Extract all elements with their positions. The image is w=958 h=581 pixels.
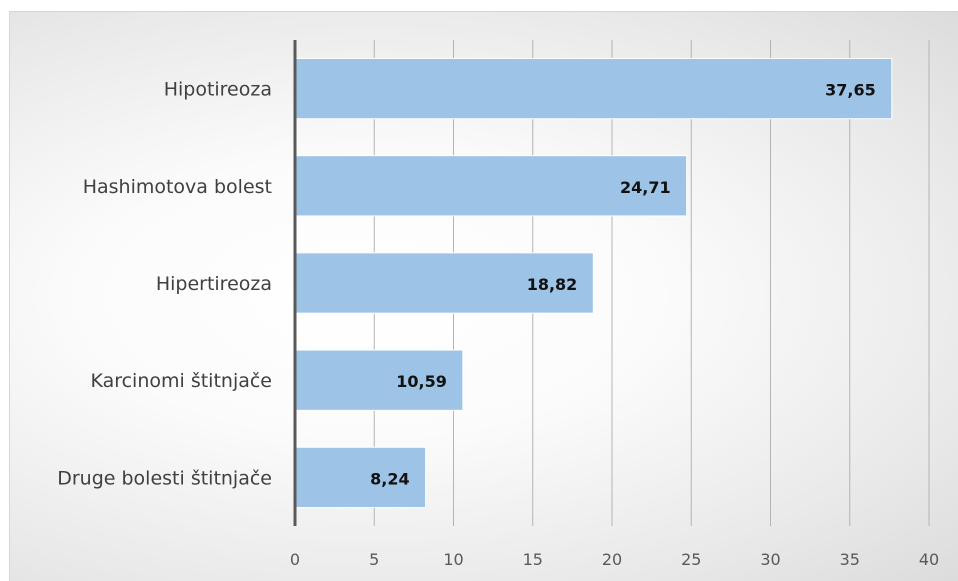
x-tick-label: 10	[443, 550, 463, 569]
bar	[294, 57, 893, 120]
x-tick-label: 30	[760, 550, 780, 569]
value-label: 24,71	[620, 178, 671, 197]
bar	[294, 446, 427, 509]
value-label: 10,59	[396, 372, 447, 391]
x-tick-label: 0	[290, 550, 300, 569]
value-label: 37,65	[825, 81, 876, 100]
bar	[294, 155, 688, 217]
category-labels: Hipotireoza Hashimotova bolest Hipertireoz…	[57, 79, 272, 490]
x-tick-label: 5	[369, 550, 379, 569]
x-tick-label: 40	[919, 550, 939, 569]
category-label: Hipotireoza	[164, 79, 272, 101]
category-label: Karcinomi štitnjače	[90, 370, 272, 392]
x-tick-label: 35	[840, 550, 860, 569]
category-label: Hashimotova bolest	[83, 176, 272, 198]
bars	[294, 57, 893, 509]
bar	[294, 252, 594, 314]
category-label: Druge bolesti štitnjače	[57, 467, 272, 489]
x-tick-label: 15	[523, 550, 543, 569]
bar	[294, 349, 464, 411]
x-tick-label: 25	[681, 550, 701, 569]
x-tick-label: 20	[602, 550, 622, 569]
x-tick-labels: 0 5 10 15 20 25 30 35 40	[290, 550, 939, 569]
category-label: Hipertireoza	[156, 273, 272, 295]
value-label: 18,82	[527, 275, 578, 294]
value-labels: 37,65 24,71 18,82 10,59 8,24	[370, 81, 876, 489]
value-label: 8,24	[370, 469, 409, 488]
